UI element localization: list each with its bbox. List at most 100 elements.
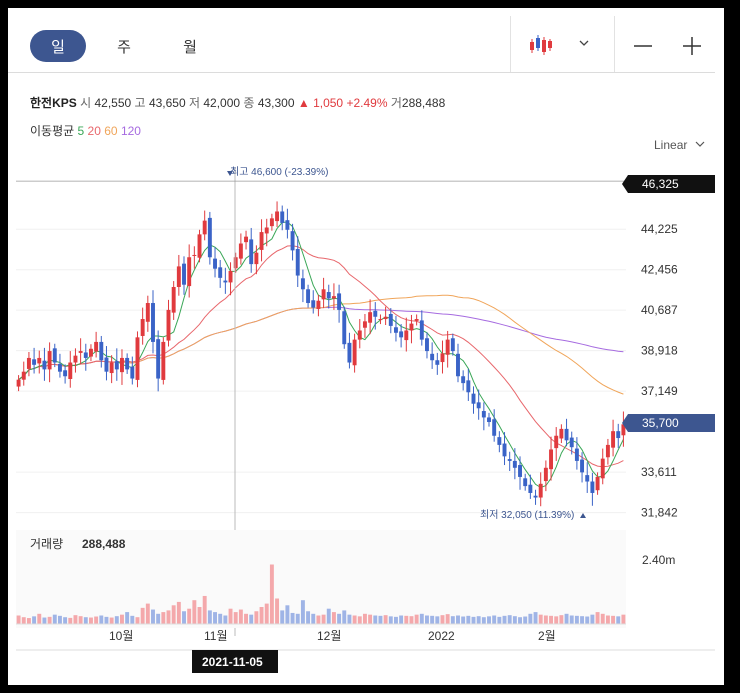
candle-body xyxy=(393,327,398,333)
volume-bar xyxy=(507,615,512,624)
candle-body xyxy=(99,341,104,361)
volume-bar xyxy=(425,615,429,624)
volume-bar xyxy=(450,616,455,624)
x-tick-label: 10월 xyxy=(109,629,133,643)
y-tick-label: 37,149 xyxy=(641,384,678,398)
candle-body xyxy=(238,243,243,259)
volume-bar xyxy=(83,617,88,624)
volume-bar xyxy=(543,615,548,624)
volume-tick-label: 2.40m xyxy=(642,553,675,567)
candle-body xyxy=(414,319,419,321)
volume-bar xyxy=(383,615,388,624)
volume-bar xyxy=(249,614,254,624)
candle-body xyxy=(590,481,595,493)
volume-bar xyxy=(166,610,171,624)
toolbar-divider xyxy=(510,16,511,72)
tab-monthly[interactable]: 월 xyxy=(183,38,197,56)
volume-bar xyxy=(487,616,491,624)
volume-bar xyxy=(264,603,269,624)
volume-bar xyxy=(290,612,295,624)
volume-bar xyxy=(399,615,404,624)
crosshair-date-label: 2021-11-05 xyxy=(202,655,263,669)
volume-bar xyxy=(316,615,321,624)
volume-bar xyxy=(559,615,564,624)
y-tick-label: 40,687 xyxy=(641,303,678,317)
ma5-line xyxy=(18,221,624,489)
volume-bar xyxy=(326,608,331,624)
x-tick-label: 2월 xyxy=(538,629,556,643)
candle-body xyxy=(202,220,207,235)
candle-body xyxy=(192,254,197,256)
volume-bar xyxy=(244,613,249,624)
change-percent: +2.49% xyxy=(346,96,388,110)
scale-selector[interactable]: Linear xyxy=(654,138,705,152)
candle-body xyxy=(440,353,445,363)
candle-body xyxy=(125,357,130,370)
candlestick-icon[interactable] xyxy=(530,35,552,55)
candle-body xyxy=(161,341,166,380)
volume-bar xyxy=(120,614,124,624)
current-price-tag xyxy=(628,175,715,193)
candle-body xyxy=(32,359,37,365)
candle-body xyxy=(357,330,362,340)
volume-bar xyxy=(538,614,543,624)
volume-bar xyxy=(564,613,569,624)
candle-body xyxy=(130,366,135,379)
candle-body xyxy=(42,360,47,370)
candle-body xyxy=(145,303,150,322)
candle-body xyxy=(554,435,559,449)
y-tick-label: 38,918 xyxy=(641,344,678,358)
candle-body xyxy=(306,289,311,304)
candle-body xyxy=(295,249,300,276)
volume-bar xyxy=(337,613,342,624)
last-price-tag xyxy=(628,414,715,432)
high-value: 43,650 xyxy=(148,96,186,110)
candle-body xyxy=(564,428,569,441)
volume-bar xyxy=(254,611,259,624)
tab-daily[interactable]: 일 xyxy=(30,30,86,62)
zoom-in-button[interactable] xyxy=(683,37,701,55)
y-tick-label: 33,611 xyxy=(641,465,677,479)
volume-bar xyxy=(430,615,435,624)
volume-bar xyxy=(37,613,42,624)
candle-body xyxy=(326,292,331,299)
volume-bar xyxy=(285,605,290,624)
candle-body xyxy=(456,353,460,377)
volume-bar xyxy=(471,616,476,624)
volume-bar xyxy=(114,616,119,624)
candle-body xyxy=(466,380,471,393)
candle-body xyxy=(331,296,336,299)
volume-label: 거 xyxy=(390,96,402,110)
candle-body xyxy=(213,258,217,269)
volume-bar xyxy=(404,615,409,624)
candle-body xyxy=(88,348,93,357)
volume-bar xyxy=(357,616,362,624)
chevron-down-icon[interactable] xyxy=(579,40,589,46)
volume-bar xyxy=(574,615,579,624)
high-annotation: 최고 46,600 (-23.39%) xyxy=(230,166,328,178)
candle-body xyxy=(171,287,176,313)
ma-legend-120: 120 xyxy=(120,124,141,138)
volume-bar xyxy=(104,616,109,624)
candle-body xyxy=(549,449,554,470)
volume-bar xyxy=(512,616,517,624)
chart-panel: 일 주 월 한전KPS 시 42,550 고 43,650 저 42,000 종… xyxy=(8,8,724,685)
candle-body xyxy=(605,444,610,458)
ma-legend-label: 이동평균 xyxy=(30,124,75,138)
volume-bar xyxy=(161,612,166,624)
volume-bar xyxy=(585,616,590,624)
tab-weekly[interactable]: 주 xyxy=(117,38,131,56)
candle-body xyxy=(378,319,383,321)
candle-body xyxy=(16,379,21,387)
volume-bar xyxy=(533,612,538,624)
volume-bar xyxy=(481,617,486,624)
volume-bar xyxy=(16,615,21,624)
candle-body xyxy=(207,217,212,258)
volume-bar xyxy=(228,608,233,624)
high-label: 고 xyxy=(134,96,146,110)
volume-bar xyxy=(192,600,197,624)
volume-bar xyxy=(99,615,104,624)
y-tick-label: 44,225 xyxy=(641,222,678,236)
candle-body xyxy=(409,323,414,331)
volume-bar xyxy=(414,614,419,624)
